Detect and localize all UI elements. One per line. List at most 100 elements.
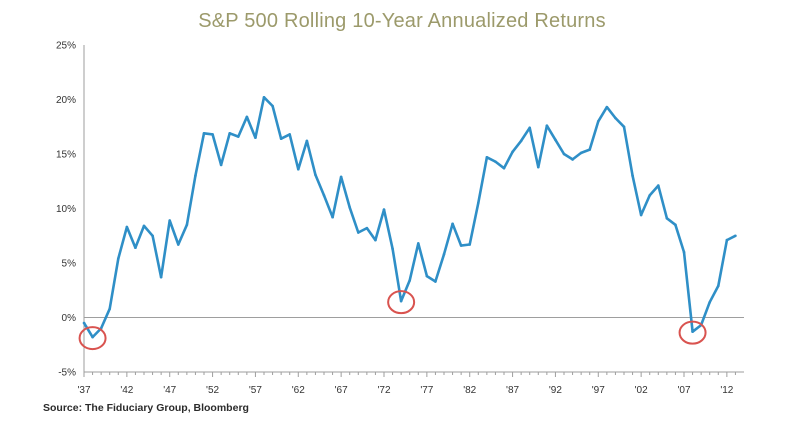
data-point [528,126,532,130]
data-point [228,131,232,135]
data-point [356,231,360,234]
data-point [202,131,206,135]
data-point [168,219,172,222]
data-point [665,217,669,220]
x-tick-label: '47 [163,385,176,396]
data-point [451,222,454,226]
data-point [116,257,120,260]
x-tick-label: '07 [677,385,690,396]
data-point [314,173,317,177]
data-point [579,151,583,155]
data-point [511,150,514,154]
y-tick-label: 20% [56,95,76,106]
x-axis-tick-marks [83,371,744,377]
data-point [151,234,154,238]
data-point [716,284,720,288]
data-points [82,96,737,339]
highlight-circle [387,290,416,315]
series-line [82,96,736,339]
data-point [554,138,557,142]
chart-title: S&P 500 Rolling 10-Year Annualized Retur… [198,10,606,32]
data-point [519,139,523,143]
data-point [194,174,197,178]
x-tick-label: '52 [206,385,219,396]
data-point [434,280,437,283]
data-point [142,224,146,228]
data-point [185,223,189,227]
y-axis-tick-labels: 25% 20% 15% 10% 5% 0% -5% [56,41,76,379]
source-note: Source: The Fiduciary Group, Bloomberg [43,402,249,414]
y-tick-label: 10% [56,204,76,215]
data-point [176,243,180,246]
x-tick-label: '62 [292,385,305,396]
data-point [708,300,712,304]
data-point [399,299,403,303]
data-point [339,175,343,179]
data-point [331,215,334,219]
data-point [468,243,472,246]
data-point [725,238,729,242]
y-tick-label: 25% [56,41,76,52]
data-point [614,116,617,120]
data-point [305,139,309,143]
data-point [648,194,652,197]
x-tick-label: '87 [506,385,519,396]
x-tick-label: '92 [549,385,562,396]
data-point [262,96,266,99]
data-point [279,137,283,141]
highlight-circle [78,326,107,351]
data-point [622,125,626,129]
x-tick-label: '37 [77,385,90,396]
data-point [288,133,292,136]
data-point [236,135,240,138]
data-point [425,274,429,278]
data-point [296,167,300,171]
data-point [494,160,497,163]
data-point [442,252,446,256]
data-point [271,104,274,108]
data-point [382,208,386,211]
x-tick-label: '42 [120,385,133,396]
data-point [159,275,163,279]
data-point [254,136,257,139]
data-point [596,120,600,123]
data-point [682,250,686,254]
data-point [322,194,326,197]
data-point [82,321,86,325]
x-tick-label: '57 [249,385,262,396]
data-point [571,158,574,161]
x-tick-label: '12 [720,385,733,396]
x-axis-tick-labels: '37 '42 '47 '52 '57 '62 '67 '72 '77 '82 '87 '92 '97 '… [77,385,733,396]
y-tick-label: 0% [62,313,77,324]
data-point [391,247,394,251]
data-point [656,184,660,187]
data-point [691,330,694,333]
data-point [545,124,549,127]
data-point [605,105,609,109]
data-point [408,279,412,282]
data-point [134,246,137,250]
data-point [734,234,737,238]
data-point [502,166,506,170]
data-point [365,226,369,230]
data-point [639,213,643,217]
y-tick-label: 15% [56,150,76,161]
x-tick-label: '77 [420,385,433,396]
highlight-circles [78,290,707,351]
x-tick-label: '02 [635,385,648,396]
data-point [562,152,566,156]
data-point [374,238,377,242]
y-tick-label: -5% [58,368,76,379]
data-point [219,163,223,167]
data-point [211,133,214,136]
data-point [125,225,129,229]
data-point [674,223,677,227]
highlight-circle [678,320,707,345]
data-point [631,174,634,178]
x-tick-label: '72 [377,385,390,396]
x-tick-label: '97 [592,385,605,396]
data-point [485,155,489,159]
data-point [108,307,112,311]
x-tick-label: '82 [463,385,476,396]
y-tick-label: 5% [62,259,77,270]
